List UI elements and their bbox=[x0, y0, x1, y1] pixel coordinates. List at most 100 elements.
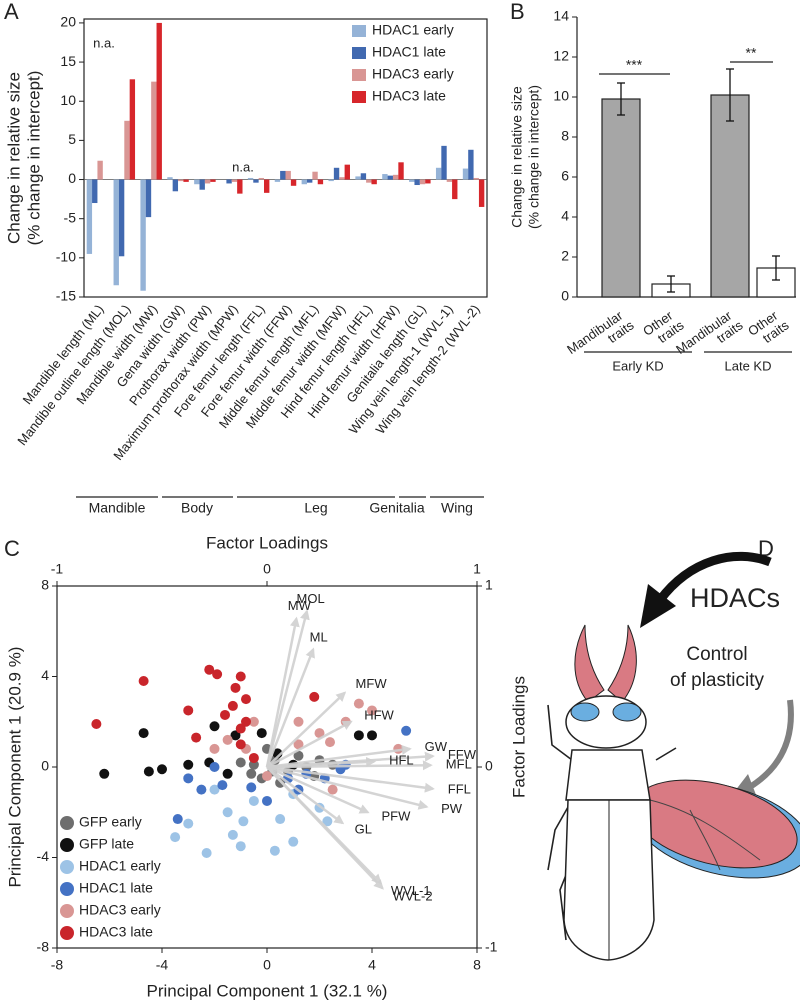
point bbox=[204, 664, 215, 675]
bar bbox=[328, 179, 334, 182]
point bbox=[246, 782, 257, 793]
point bbox=[138, 676, 149, 687]
bar bbox=[285, 170, 291, 180]
point bbox=[235, 739, 246, 750]
bar bbox=[392, 174, 399, 180]
beetle-diagram bbox=[547, 551, 800, 961]
bar bbox=[414, 179, 420, 186]
y-tick-label: -5 bbox=[64, 209, 77, 225]
point bbox=[235, 841, 246, 852]
significance-label: *** bbox=[626, 57, 643, 73]
diagram-label: Control bbox=[686, 644, 747, 665]
bar bbox=[253, 179, 259, 183]
legend-label: HDAC3 late bbox=[79, 924, 153, 940]
point bbox=[275, 814, 286, 825]
point bbox=[262, 771, 272, 782]
y-axis-label: (% change in intercept) bbox=[526, 85, 542, 229]
point bbox=[256, 728, 267, 739]
bar bbox=[371, 179, 377, 185]
y-axis-label: Change in relative size bbox=[509, 86, 525, 228]
point bbox=[227, 700, 238, 711]
x-tick-label: 0 bbox=[263, 957, 271, 973]
bar bbox=[156, 22, 162, 180]
bar bbox=[452, 179, 458, 200]
diagram-label: of plasticity bbox=[670, 670, 764, 691]
point bbox=[248, 716, 259, 727]
group-label: Leg bbox=[304, 500, 327, 516]
bar bbox=[258, 177, 265, 180]
bar bbox=[306, 179, 313, 183]
bar bbox=[118, 179, 125, 257]
legend-marker bbox=[60, 860, 74, 874]
x-tick-label: Other traits bbox=[745, 306, 792, 351]
y-tick-label: 10 bbox=[60, 92, 76, 108]
loading-label: GL bbox=[355, 822, 372, 837]
loading-label: GW bbox=[425, 739, 448, 754]
loading-arrow bbox=[266, 756, 377, 769]
bar bbox=[435, 167, 442, 180]
point bbox=[322, 816, 333, 827]
bar bbox=[333, 167, 340, 180]
point bbox=[143, 766, 154, 777]
mandible-right bbox=[607, 624, 637, 703]
point bbox=[325, 737, 335, 748]
bar bbox=[344, 164, 350, 180]
annotation: n.a. bbox=[232, 159, 254, 174]
y-tick-label: -8 bbox=[37, 939, 50, 955]
bar bbox=[178, 179, 184, 182]
y-tick-label: 20 bbox=[60, 14, 76, 30]
bar bbox=[226, 179, 232, 184]
y-tick-label: -4 bbox=[37, 848, 50, 864]
x-tick-label: -4 bbox=[156, 957, 169, 973]
point bbox=[209, 762, 220, 772]
bar bbox=[398, 162, 404, 180]
y-tick-label: 8 bbox=[561, 128, 569, 144]
x-tick-label: Mandible outline length (MOL) bbox=[14, 302, 133, 448]
bar bbox=[204, 179, 211, 184]
loading-label: WVL-1 bbox=[391, 883, 431, 898]
y-axis-label: (% change in intercept) bbox=[24, 71, 43, 246]
legend-marker bbox=[60, 904, 74, 918]
point bbox=[248, 752, 259, 763]
point bbox=[309, 691, 320, 702]
annotation: n.a. bbox=[93, 35, 115, 50]
point bbox=[227, 829, 238, 840]
bar bbox=[360, 173, 367, 180]
point bbox=[235, 757, 246, 768]
bar bbox=[129, 79, 136, 180]
bar bbox=[419, 179, 426, 185]
point bbox=[293, 750, 304, 761]
panel-letter: A bbox=[4, 0, 19, 24]
y-tick-label: -10 bbox=[56, 249, 76, 265]
legend-swatch bbox=[352, 91, 366, 103]
point bbox=[367, 730, 377, 741]
point bbox=[138, 728, 149, 739]
bar bbox=[167, 177, 173, 180]
leg bbox=[547, 704, 573, 761]
loading-arrow bbox=[265, 609, 310, 768]
loading-label: MFW bbox=[356, 676, 388, 691]
group-label: Genitalia bbox=[369, 500, 424, 516]
point bbox=[314, 728, 325, 739]
y-tick-label: 6 bbox=[561, 168, 569, 184]
group-label: Mandible bbox=[89, 500, 146, 516]
point bbox=[235, 671, 246, 682]
bar bbox=[710, 94, 750, 298]
legend-swatch bbox=[352, 47, 366, 59]
loading-label: WVL-2 bbox=[393, 888, 433, 903]
y-tick-label: 10 bbox=[553, 88, 569, 104]
point bbox=[353, 730, 364, 741]
loading-arrow bbox=[266, 765, 429, 810]
legend-label: HDAC3 early bbox=[79, 902, 161, 918]
point bbox=[99, 768, 110, 779]
legend-swatch bbox=[352, 25, 366, 37]
loading-arrow bbox=[266, 766, 382, 885]
point bbox=[191, 732, 202, 743]
point bbox=[230, 682, 241, 693]
x-tick-label: -8 bbox=[51, 957, 64, 973]
point bbox=[327, 784, 338, 795]
loading-label: ML bbox=[310, 630, 328, 645]
pronotum bbox=[565, 749, 651, 801]
bar bbox=[183, 179, 189, 182]
y-tick-label: 8 bbox=[41, 577, 49, 593]
